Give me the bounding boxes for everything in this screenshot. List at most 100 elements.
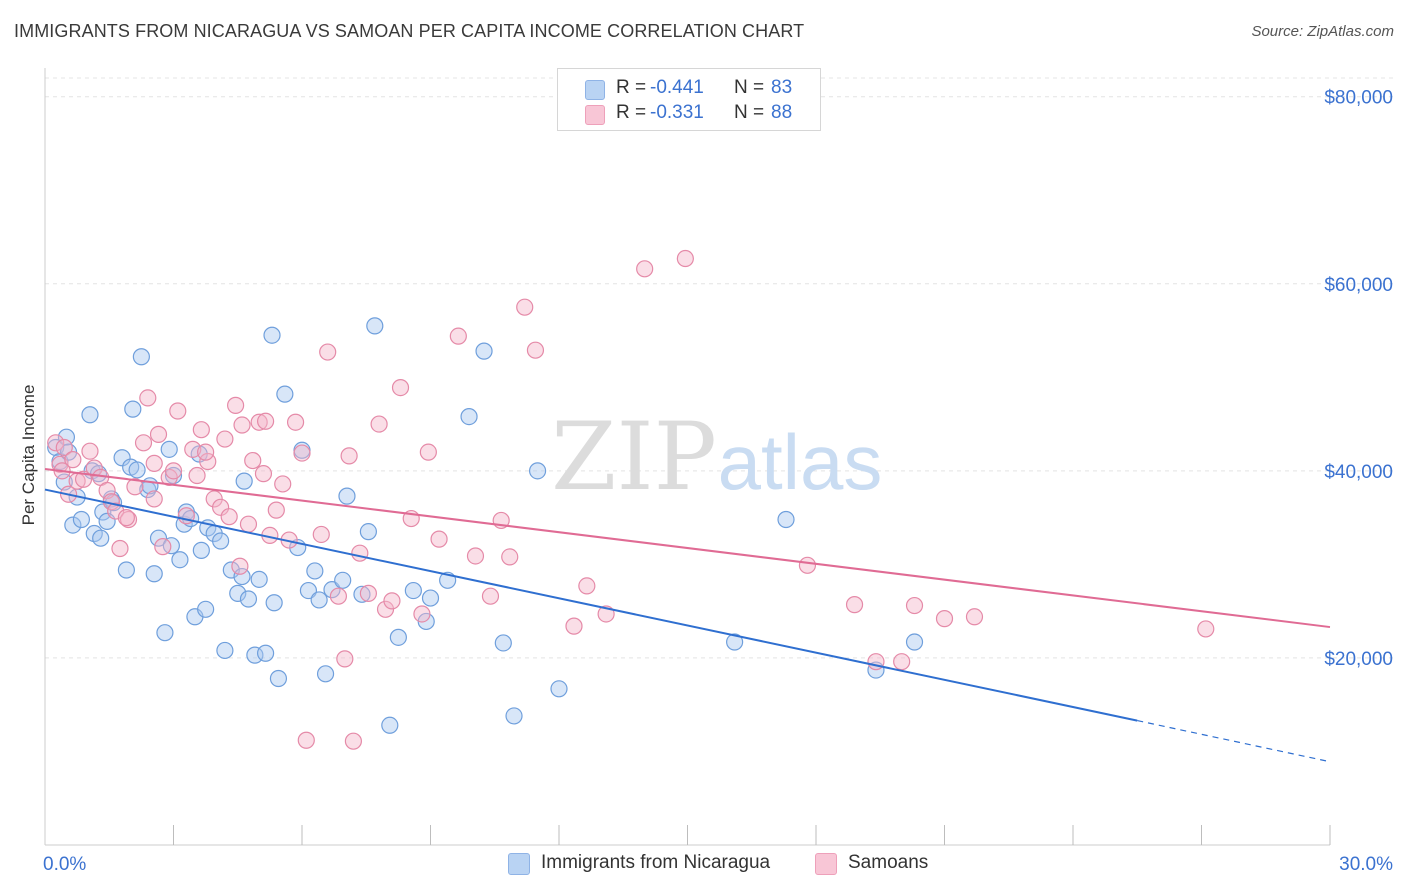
data-point-series1 — [905, 633, 924, 651]
data-point-series1 — [124, 400, 142, 418]
data-point-series2 — [1197, 620, 1215, 638]
legend-r-value: -0.441 — [650, 77, 704, 98]
bottom-legend-label-series1: Immigrants from Nicaragua — [541, 852, 771, 873]
data-point-series2 — [676, 249, 694, 268]
data-point-series2 — [383, 592, 401, 610]
data-point-series2 — [312, 525, 330, 544]
data-point-series2 — [126, 478, 144, 496]
data-point-series2 — [526, 341, 545, 359]
data-point-series1 — [316, 665, 335, 683]
data-point-series2 — [212, 498, 230, 516]
data-point-series1 — [381, 716, 399, 734]
data-point-series2 — [139, 389, 157, 407]
data-point-series2 — [340, 447, 358, 465]
data-point-series2 — [413, 605, 431, 623]
data-point-series2 — [250, 413, 268, 431]
data-point-series2 — [169, 402, 187, 420]
data-point-series2 — [636, 260, 654, 278]
data-point-series2 — [449, 327, 467, 345]
y-tick-label: $80,000 — [1324, 88, 1393, 109]
data-point-series2 — [286, 413, 305, 431]
data-point-series2 — [231, 557, 249, 575]
data-point-series2 — [220, 508, 238, 526]
data-point-series2 — [267, 501, 285, 519]
data-point-series2 — [344, 732, 362, 750]
data-point-series2 — [935, 610, 954, 628]
data-point-series1 — [64, 516, 82, 534]
data-point-series2 — [391, 379, 410, 397]
data-point-series1 — [334, 571, 352, 589]
legend-n-value: 83 — [771, 77, 793, 98]
data-point-series2 — [466, 547, 485, 565]
data-point-series2 — [55, 438, 73, 457]
data-point-series2 — [274, 475, 292, 493]
data-point-series1 — [145, 565, 163, 583]
data-point-series2 — [74, 470, 93, 488]
data-point-series2 — [192, 421, 210, 439]
data-point-series2 — [351, 544, 369, 562]
y-tick-label: $40,000 — [1324, 462, 1393, 483]
stats-legend: R = -0.441 N = 83 R = -0.331 N = 88 — [557, 68, 821, 131]
data-point-series2 — [293, 444, 311, 462]
data-point-series2 — [578, 577, 596, 595]
data-point-series1 — [113, 449, 131, 467]
data-point-series1 — [132, 348, 150, 366]
data-point-series2 — [565, 617, 583, 635]
data-point-series1 — [72, 510, 91, 529]
trend-line-series2 — [44, 467, 1331, 629]
data-point-series1 — [222, 561, 240, 579]
data-point-series1 — [389, 628, 407, 646]
watermark-atlas: atlas — [718, 418, 883, 506]
bottom-legend-swatch-series2 — [815, 853, 837, 875]
data-point-series1 — [92, 529, 110, 547]
data-point-series1 — [239, 590, 258, 608]
data-point-series2 — [107, 502, 125, 520]
data-point-series1 — [197, 600, 215, 618]
data-point-series2 — [297, 731, 315, 749]
data-point-series1 — [460, 408, 478, 426]
data-point-series2 — [319, 343, 337, 361]
data-point-series2 — [359, 584, 377, 602]
data-point-series1 — [160, 440, 178, 458]
x-tick-label: 0.0% — [43, 854, 86, 875]
data-point-series1 — [366, 317, 384, 335]
data-point-series2 — [329, 587, 348, 605]
data-point-series1 — [128, 461, 146, 479]
data-point-series1 — [359, 523, 377, 541]
data-point-series1 — [233, 567, 251, 586]
data-point-series1 — [235, 472, 253, 490]
axes-layer — [44, 68, 1331, 846]
chart-title: IMMIGRANTS FROM NICARAGUA VS SAMOAN PER … — [14, 21, 805, 41]
data-point-series2 — [164, 462, 183, 480]
data-point-series1 — [171, 551, 189, 569]
x-tick-label: 30.0% — [1339, 854, 1393, 875]
data-point-series1 — [192, 541, 210, 559]
legend-r-label: R = — [616, 77, 647, 98]
data-point-series1 — [156, 624, 174, 642]
data-point-series2 — [239, 515, 258, 533]
data-point-series2 — [845, 596, 864, 614]
data-point-series2 — [516, 298, 534, 316]
data-point-series1 — [250, 570, 268, 588]
trend-line-series1-extension — [1137, 720, 1331, 763]
data-point-series2 — [501, 548, 519, 566]
data-point-series2 — [227, 396, 245, 414]
data-point-series2 — [256, 412, 275, 430]
legend-n-label: N = — [734, 77, 765, 98]
data-point-series2 — [145, 490, 163, 508]
y-tick-label: $20,000 — [1324, 649, 1393, 670]
data-point-series2 — [64, 451, 82, 469]
data-point-series1 — [726, 633, 744, 651]
labels-layer: $20,000 $40,000 $60,000 $80,000 0.0% 30.0% Per… — [19, 88, 1393, 875]
data-point-series1 — [212, 532, 230, 550]
data-point-series1 — [265, 594, 283, 612]
data-point-series2 — [117, 509, 135, 527]
data-point-series1 — [57, 428, 76, 446]
legend-swatch-series2 — [585, 105, 605, 125]
data-point-series2 — [481, 587, 500, 605]
data-point-series2 — [965, 608, 984, 626]
data-point-series1 — [777, 510, 795, 529]
data-point-series2 — [233, 416, 251, 434]
data-point-series2 — [184, 440, 202, 458]
